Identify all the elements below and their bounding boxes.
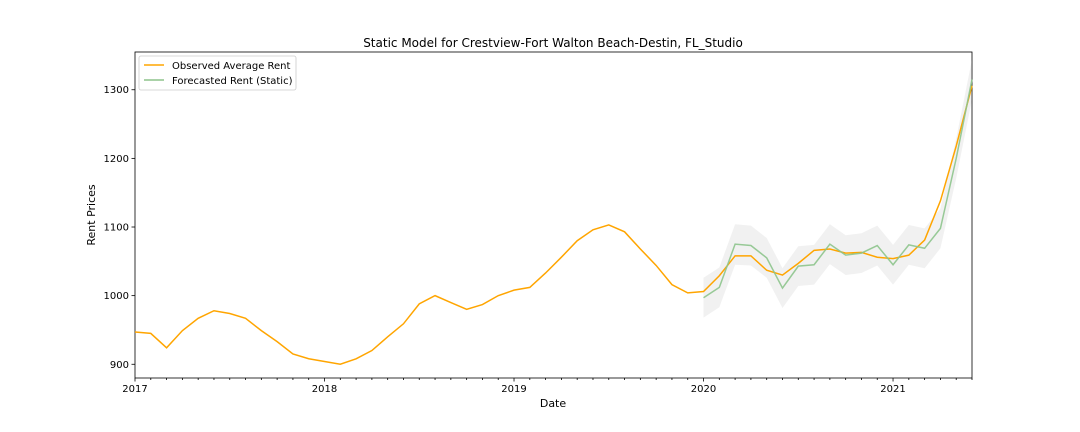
confidence-band-area [703, 59, 972, 318]
series-line-forecast [703, 79, 973, 299]
x-axis: 2017 2018 2019 2020 2021 [122, 378, 973, 395]
y-tick-label: 1200 [104, 154, 129, 165]
plot-frame [134, 51, 973, 379]
x-tick-label: 2017 [122, 384, 147, 395]
y-tick-label: 900 [110, 360, 129, 371]
legend-label-observed: Observed Average Rent [172, 61, 291, 72]
x-tick-label: 2019 [501, 384, 526, 395]
x-tick-label: 2018 [312, 384, 337, 395]
y-axis-label: Rent Prices [85, 184, 98, 246]
x-tick-label: 2020 [691, 384, 716, 395]
series-line-observed [134, 85, 973, 366]
legend-box [138, 55, 297, 91]
x-axis-label: Date [540, 397, 567, 410]
chart-title: Static Model for Crestview-Fort Walton B… [363, 36, 743, 50]
legend: Observed Average Rent Forecasted Rent (S… [138, 55, 297, 91]
y-tick-label: 1000 [104, 291, 129, 302]
confidence-band [703, 59, 972, 318]
series-lines [134, 79, 973, 366]
y-tick-label: 1100 [104, 223, 129, 234]
x-tick-label: 2021 [880, 384, 905, 395]
y-axis: 900 1000 1100 1200 1300 [104, 85, 135, 371]
legend-label-forecast: Forecasted Rent (Static) [172, 76, 293, 87]
y-tick-label: 1300 [104, 85, 129, 96]
